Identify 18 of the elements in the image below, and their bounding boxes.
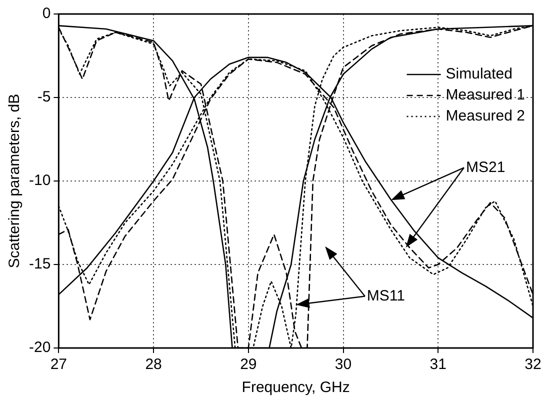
x-tick-label: 27 <box>50 356 68 374</box>
y-tick-label: -5 <box>37 88 51 106</box>
legend-label: Measured 1 <box>446 86 526 104</box>
legend-label: Measured 2 <box>446 108 526 125</box>
x-tick-label: 28 <box>145 356 162 374</box>
annotation: MS21 <box>466 158 506 176</box>
x-axis-title: Frequency, GHz <box>242 379 350 396</box>
y-tick-label: 0 <box>42 5 51 22</box>
y-tick-label: -10 <box>28 172 51 190</box>
x-tick-label: 29 <box>240 356 257 374</box>
legend-label: Simulated <box>446 66 512 83</box>
x-tick-label: 31 <box>430 356 446 374</box>
y-tick-label: -20 <box>28 339 51 356</box>
x-tick-label: 32 <box>524 356 542 374</box>
x-tick-label: 30 <box>334 356 352 374</box>
annotation: MS11 <box>366 287 405 304</box>
y-axis-title: Scattering parameters, dB <box>6 94 24 268</box>
y-tick-label: -15 <box>28 256 51 273</box>
